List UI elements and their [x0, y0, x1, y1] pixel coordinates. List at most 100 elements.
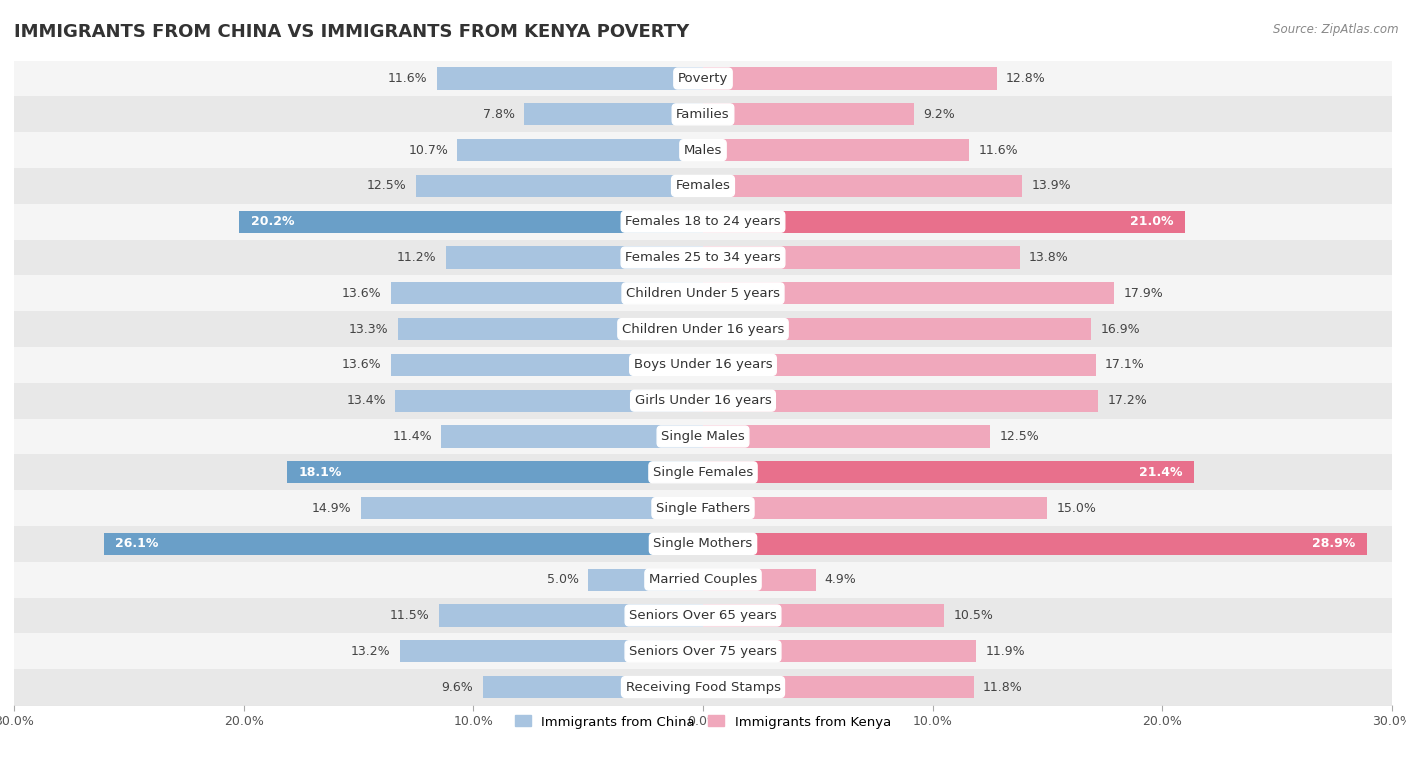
Text: 13.8%: 13.8% [1029, 251, 1069, 264]
Text: IMMIGRANTS FROM CHINA VS IMMIGRANTS FROM KENYA POVERTY: IMMIGRANTS FROM CHINA VS IMMIGRANTS FROM… [14, 23, 689, 41]
Text: 11.4%: 11.4% [392, 430, 432, 443]
Text: Single Females: Single Females [652, 465, 754, 479]
Bar [398, 318, 703, 340]
Bar [14, 418, 1392, 454]
Text: Males: Males [683, 143, 723, 157]
Text: Single Fathers: Single Fathers [657, 502, 749, 515]
Text: 10.5%: 10.5% [953, 609, 993, 622]
Bar [703, 175, 1022, 197]
Bar [14, 240, 1392, 275]
Bar [14, 526, 1392, 562]
Text: 5.0%: 5.0% [547, 573, 579, 586]
Bar [703, 641, 976, 662]
Text: Children Under 16 years: Children Under 16 years [621, 323, 785, 336]
Text: Boys Under 16 years: Boys Under 16 years [634, 359, 772, 371]
Bar [399, 641, 703, 662]
Bar [703, 425, 990, 447]
Bar [14, 490, 1392, 526]
Text: 4.9%: 4.9% [825, 573, 856, 586]
Text: Females: Females [675, 180, 731, 193]
Bar [239, 211, 703, 233]
Bar [391, 354, 703, 376]
Text: 12.5%: 12.5% [1000, 430, 1039, 443]
Text: Receiving Food Stamps: Receiving Food Stamps [626, 681, 780, 694]
Bar [703, 497, 1047, 519]
Text: 11.8%: 11.8% [983, 681, 1024, 694]
Text: 7.8%: 7.8% [482, 108, 515, 121]
Bar [703, 461, 1195, 484]
Bar [703, 67, 997, 89]
Text: 16.9%: 16.9% [1101, 323, 1140, 336]
Bar [416, 175, 703, 197]
Text: Girls Under 16 years: Girls Under 16 years [634, 394, 772, 407]
Text: 12.8%: 12.8% [1007, 72, 1046, 85]
Text: 11.6%: 11.6% [388, 72, 427, 85]
Bar [437, 67, 703, 89]
Text: 13.4%: 13.4% [346, 394, 387, 407]
Text: 21.4%: 21.4% [1139, 465, 1182, 479]
Text: Females 18 to 24 years: Females 18 to 24 years [626, 215, 780, 228]
Text: 11.2%: 11.2% [396, 251, 437, 264]
Text: 17.2%: 17.2% [1107, 394, 1147, 407]
Bar [14, 597, 1392, 634]
Text: 17.9%: 17.9% [1123, 287, 1163, 300]
Bar [703, 676, 974, 698]
Text: 11.6%: 11.6% [979, 143, 1018, 157]
Bar [391, 282, 703, 305]
Text: 14.9%: 14.9% [312, 502, 352, 515]
Bar [703, 139, 969, 161]
Bar [441, 425, 703, 447]
Bar [703, 318, 1091, 340]
Bar [703, 282, 1114, 305]
Bar [395, 390, 703, 412]
Text: 12.5%: 12.5% [367, 180, 406, 193]
Bar [524, 103, 703, 125]
Text: Families: Families [676, 108, 730, 121]
Bar [703, 533, 1367, 555]
Text: 13.9%: 13.9% [1032, 180, 1071, 193]
Bar [14, 312, 1392, 347]
Bar [703, 354, 1095, 376]
Text: 11.9%: 11.9% [986, 645, 1025, 658]
Text: 20.2%: 20.2% [250, 215, 294, 228]
Bar [703, 390, 1098, 412]
Bar [446, 246, 703, 268]
Bar [14, 347, 1392, 383]
Text: Single Males: Single Males [661, 430, 745, 443]
Bar [703, 103, 914, 125]
Text: Source: ZipAtlas.com: Source: ZipAtlas.com [1274, 23, 1399, 36]
Text: 21.0%: 21.0% [1130, 215, 1174, 228]
Bar [703, 246, 1019, 268]
Text: 17.1%: 17.1% [1105, 359, 1144, 371]
Text: 9.6%: 9.6% [441, 681, 474, 694]
Text: 13.3%: 13.3% [349, 323, 388, 336]
Bar [14, 204, 1392, 240]
Text: Females 25 to 34 years: Females 25 to 34 years [626, 251, 780, 264]
Bar [361, 497, 703, 519]
Bar [14, 96, 1392, 132]
Text: Poverty: Poverty [678, 72, 728, 85]
Text: 13.6%: 13.6% [342, 359, 381, 371]
Bar [14, 132, 1392, 168]
Bar [14, 454, 1392, 490]
Bar [14, 669, 1392, 705]
Bar [703, 211, 1185, 233]
Text: 13.2%: 13.2% [352, 645, 391, 658]
Bar [14, 562, 1392, 597]
Bar [14, 168, 1392, 204]
Text: 9.2%: 9.2% [924, 108, 955, 121]
Text: Seniors Over 75 years: Seniors Over 75 years [628, 645, 778, 658]
Text: 26.1%: 26.1% [115, 537, 159, 550]
Bar [703, 604, 945, 627]
Text: 28.9%: 28.9% [1312, 537, 1355, 550]
Legend: Immigrants from China, Immigrants from Kenya: Immigrants from China, Immigrants from K… [510, 710, 896, 734]
Bar [14, 61, 1392, 96]
Text: 11.5%: 11.5% [389, 609, 430, 622]
Text: 18.1%: 18.1% [299, 465, 342, 479]
Text: Seniors Over 65 years: Seniors Over 65 years [628, 609, 778, 622]
Bar [14, 383, 1392, 418]
Bar [457, 139, 703, 161]
Bar [588, 568, 703, 590]
Text: 15.0%: 15.0% [1057, 502, 1097, 515]
Bar [703, 568, 815, 590]
